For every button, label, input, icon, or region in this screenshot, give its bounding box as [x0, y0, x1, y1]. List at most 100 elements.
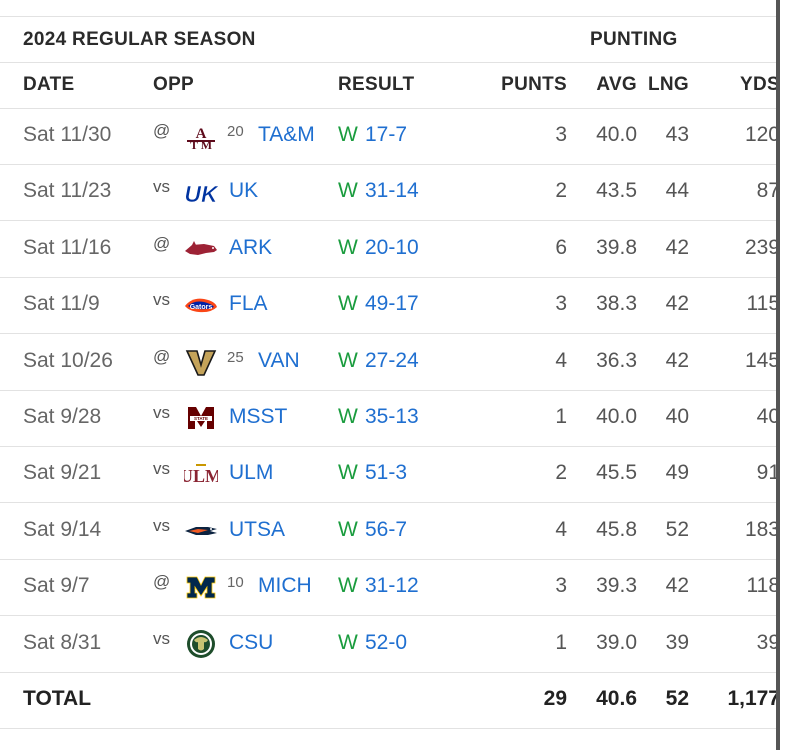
- result-win-indicator: W: [338, 348, 358, 372]
- game-score-link[interactable]: 56-7: [365, 517, 408, 541]
- result-win-indicator: W: [338, 405, 358, 428]
- svg-text:STATE: STATE: [194, 416, 208, 421]
- col-avg[interactable]: AVG: [596, 74, 637, 95]
- avg-value: 39.0: [596, 630, 637, 654]
- svg-text:Gators: Gators: [190, 304, 213, 311]
- opponent-link[interactable]: VAN: [258, 348, 300, 372]
- yds-value: 120: [744, 123, 780, 146]
- result-win-indicator: W: [338, 235, 358, 259]
- col-date[interactable]: DATE: [23, 74, 75, 95]
- result-win-indicator: W: [338, 179, 358, 203]
- yds-value: 115: [746, 292, 780, 316]
- game-score-link[interactable]: 49-17: [365, 292, 419, 316]
- lng-value: 40: [665, 405, 689, 428]
- lng-value: 42: [665, 292, 689, 316]
- home-away-indicator: vs: [153, 290, 170, 310]
- opponent-link[interactable]: CSU: [229, 630, 274, 654]
- result-win-indicator: W: [338, 123, 358, 146]
- table-row: Sat 9/7 @10 MICH W 31-12 3 39.3 42 118: [0, 559, 780, 617]
- lng-value: 42: [665, 348, 689, 372]
- michigan-logo[interactable]: [184, 572, 218, 602]
- table-row: Sat 9/14 vs UTSA W 56-7 4 45.8 52 183: [0, 503, 780, 560]
- opponent-link[interactable]: ARK: [229, 235, 273, 259]
- game-score-link[interactable]: 20-10: [365, 235, 419, 259]
- game-score-link[interactable]: 17-7: [365, 123, 408, 146]
- table-row: Sat 11/9 vs Gators FLA W 49-17 3 38.3 42 115: [0, 277, 780, 335]
- mississippi-state-logo[interactable]: STATE: [184, 403, 218, 433]
- table-row: Sat 10/26 @25 VAN W 27-24 4 36.3 42 145: [0, 334, 780, 391]
- opponent-link[interactable]: UK: [229, 179, 259, 203]
- avg-value: 38.3: [596, 292, 637, 316]
- col-punts[interactable]: PUNTS: [501, 74, 567, 95]
- opponent-rank: 25: [227, 348, 244, 366]
- game-score-link[interactable]: 31-14: [365, 179, 419, 203]
- result-win-indicator: W: [338, 574, 358, 598]
- col-lng[interactable]: LNG: [647, 74, 689, 95]
- punts-value: 2: [555, 179, 567, 203]
- result-win-indicator: W: [338, 517, 358, 541]
- result-win-indicator: W: [338, 630, 358, 654]
- svg-text:UK: UK: [184, 181, 218, 207]
- svg-text:ULM: ULM: [184, 466, 218, 486]
- total-avg: 40.6: [596, 687, 637, 710]
- punts-value: 3: [555, 292, 567, 316]
- opponent-link[interactable]: UTSA: [229, 517, 286, 541]
- avg-value: 45.8: [596, 517, 637, 541]
- yds-value: 40: [756, 405, 780, 428]
- game-date: Sat 11/30: [23, 123, 112, 146]
- svg-text:T M: T M: [190, 138, 212, 151]
- yds-value: 87: [756, 179, 780, 203]
- result-win-indicator: W: [338, 461, 358, 485]
- game-date: Sat 9/7: [23, 574, 90, 598]
- result-win-indicator: W: [338, 292, 358, 316]
- home-away-indicator: @: [153, 572, 171, 592]
- yds-value: 91: [756, 461, 780, 485]
- table-row: Sat 11/23 vs UK UK W 31-14 2 43.5 44 87: [0, 164, 780, 222]
- total-yds: 1,177: [727, 687, 780, 710]
- lng-value: 42: [665, 574, 689, 598]
- opponent-link[interactable]: ULM: [229, 461, 274, 485]
- game-score-link[interactable]: 35-13: [365, 405, 419, 428]
- punts-value: 3: [555, 123, 567, 146]
- opponent-rank: 10: [227, 574, 244, 592]
- lng-value: 49: [665, 461, 689, 485]
- opponent-link[interactable]: FLA: [229, 292, 268, 316]
- table-row: Sat 9/28 vs STATE MSST W 35-13 1 40.0 40 40: [0, 390, 780, 447]
- home-away-indicator: @: [153, 233, 171, 253]
- colorado-state-logo[interactable]: [184, 629, 218, 659]
- game-score-link[interactable]: 51-3: [365, 461, 408, 485]
- avg-value: 45.5: [596, 461, 637, 485]
- yds-value: 118: [746, 574, 780, 598]
- col-yds[interactable]: YDS: [740, 74, 780, 95]
- opponent-link[interactable]: TA&M: [258, 123, 315, 146]
- total-label: TOTAL: [23, 687, 92, 710]
- game-date: Sat 9/14: [23, 517, 102, 541]
- yds-value: 145: [744, 348, 780, 372]
- scrollbar[interactable]: [776, 0, 780, 750]
- col-opp[interactable]: OPP: [153, 74, 195, 95]
- utsa-logo[interactable]: [184, 516, 218, 546]
- vanderbilt-logo[interactable]: [184, 347, 218, 377]
- svg-text:A: A: [196, 126, 207, 142]
- game-score-link[interactable]: 52-0: [365, 630, 408, 654]
- punts-value: 4: [555, 348, 567, 372]
- punts-value: 6: [555, 235, 567, 259]
- game-score-link[interactable]: 31-12: [365, 574, 419, 598]
- arkansas-logo[interactable]: [184, 234, 218, 264]
- lng-value: 43: [665, 123, 689, 146]
- season-header-row: 2024 REGULAR SEASON PUNTING: [0, 17, 776, 63]
- florida-logo[interactable]: Gators: [184, 290, 218, 320]
- avg-value: 43.5: [596, 179, 637, 203]
- game-date: Sat 9/21: [23, 461, 102, 485]
- opponent-rank: 20: [227, 123, 244, 140]
- col-result[interactable]: RESULT: [338, 74, 415, 95]
- kentucky-logo[interactable]: UK: [184, 177, 219, 208]
- opponent-link[interactable]: MSST: [229, 405, 288, 428]
- opponent-link[interactable]: MICH: [258, 574, 312, 598]
- ulm-logo[interactable]: ULM: [180, 459, 222, 489]
- game-score-link[interactable]: 27-24: [365, 348, 419, 372]
- punting-group-title: PUNTING: [590, 29, 678, 50]
- game-date: Sat 11/16: [23, 235, 112, 259]
